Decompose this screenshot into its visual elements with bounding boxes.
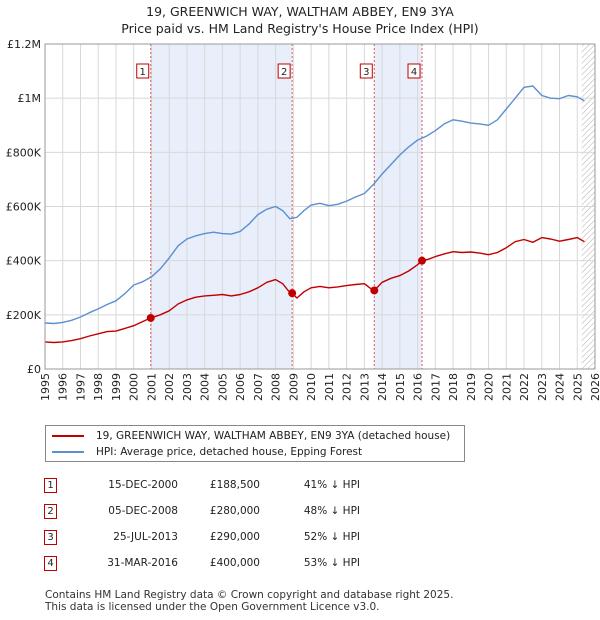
footer-licence: This data is licensed under the Open Gov… [45,601,380,613]
x-tick-label: 2001 [145,373,158,401]
x-tick-label: 2014 [376,373,389,401]
x-tick-label: 2002 [163,373,176,401]
y-tick-label: £800K [6,146,42,159]
y-tick-label: £1M [18,92,42,105]
legend: 19, GREENWICH WAY, WALTHAM ABBEY, EN9 3Y… [45,425,465,462]
x-tick-label: 2013 [358,373,371,401]
sale-label-box [136,63,150,79]
footer: Contains HM Land Registry data © Crown c… [45,589,453,613]
sale-label: 3 [363,67,369,78]
x-tick-label: 1999 [110,373,123,401]
sale-label-box [277,63,291,79]
x-tick-label: 2012 [341,373,354,401]
y-tick-label: £200K [6,309,42,322]
x-tick-label: 1997 [74,373,87,401]
sale-date: 25-JUL-2013 [113,531,178,543]
x-tick-label: 2017 [429,373,442,401]
x-tick-label: 2022 [518,373,531,401]
x-tick-label: 1998 [92,373,105,401]
legend-item-property: 19, GREENWICH WAY, WALTHAM ABBEY, EN9 3Y… [52,428,450,444]
sale-price: £280,000 [209,505,260,517]
sale-hpi-diff: 48% ↓ HPI [303,505,360,517]
sale-hpi-diff: 41% ↓ HPI [303,479,360,491]
x-tick-label: 2016 [412,373,425,401]
x-tick-label: 2011 [323,373,336,401]
x-tick-label: 2003 [181,373,194,401]
table-row: 2 05-DEC-2008 £280,000 48% ↓ HPI [44,498,360,524]
x-tick-label: 2015 [394,373,407,401]
legend-item-hpi: HPI: Average price, detached house, Eppi… [52,444,362,460]
y-tick-label: £400K [6,255,42,268]
sale-label-box [407,63,421,79]
sale-hpi-diff: 53% ↓ HPI [303,557,360,569]
x-tick-label: 2005 [216,373,229,401]
sale-date: 15-DEC-2000 [108,479,178,491]
sale-point [418,256,427,265]
sale-number-badge: 1 [44,477,57,493]
legend-label-hpi: HPI: Average price, detached house, Eppi… [96,446,363,458]
x-tick-label: 2018 [447,373,460,401]
x-tick-label: 2024 [554,373,567,401]
chart-title-line1: 19, GREENWICH WAY, WALTHAM ABBEY, EN9 3Y… [146,4,454,19]
footer-copyright: Contains HM Land Registry data © Crown c… [45,589,454,601]
hpi-line [45,85,585,325]
sale-date: 05-DEC-2008 [108,505,178,517]
y-tick-label: £600K [6,201,42,214]
x-tick-label: 2021 [500,373,513,401]
x-tick-label: 1995 [39,373,52,401]
sale-date: 31-MAR-2016 [107,557,178,569]
table-row: 3 25-JUL-2013 £290,000 52% ↓ HPI [44,524,360,550]
legend-label-property: 19, GREENWICH WAY, WALTHAM ABBEY, EN9 3Y… [96,430,451,442]
sale-label: 2 [281,67,287,78]
x-tick-label: 2007 [252,373,265,401]
sale-price: £400,000 [209,557,260,569]
x-tick-label: 2025 [571,373,584,401]
sale-label: 1 [140,67,146,78]
x-tick-label: 1996 [57,373,70,401]
x-tick-label: 2023 [536,373,549,401]
sale-point [146,313,155,322]
table-row: 1 15-DEC-2000 £188,500 41% ↓ HPI [44,472,360,498]
x-tick-label: 2006 [234,373,247,401]
x-tick-label: 2019 [465,373,478,401]
legend-swatch-property [52,435,84,437]
x-tick-label: 2000 [128,373,141,401]
x-tick-label: 2009 [287,373,300,401]
y-tick-label: £0 [27,363,41,376]
table-row: 4 31-MAR-2016 £400,000 53% ↓ HPI [44,550,360,576]
sale-price: £290,000 [209,531,260,543]
x-tick-label: 2008 [270,373,283,401]
legend-swatch-hpi [52,451,84,453]
sales-table: 1 15-DEC-2000 £188,500 41% ↓ HPI 2 05-DE… [44,472,360,576]
sale-point [288,289,297,298]
property-price-line [45,236,585,344]
x-tick-label: 2004 [199,373,212,401]
sale-number-badge: 2 [44,503,57,519]
sale-price: £188,500 [209,479,260,491]
sale-number-badge: 4 [44,555,57,571]
chart-title-line2: Price paid vs. HM Land Registry's House … [121,21,479,36]
sale-hpi-diff: 52% ↓ HPI [303,531,360,543]
sale-number-badge: 3 [44,529,57,545]
sale-point [370,286,379,295]
price-chart: 1 2 3 4 £0 £200K £400K £600K £800K £1M £1.2M 1995… [6,38,600,401]
y-tick-label: £1.2M [7,38,41,51]
sale-label-box [359,63,373,79]
x-tick-label: 2010 [305,373,318,401]
x-tick-label: 2026 [589,373,600,401]
sale-label: 4 [411,67,417,78]
x-tick-label: 2020 [483,373,496,401]
